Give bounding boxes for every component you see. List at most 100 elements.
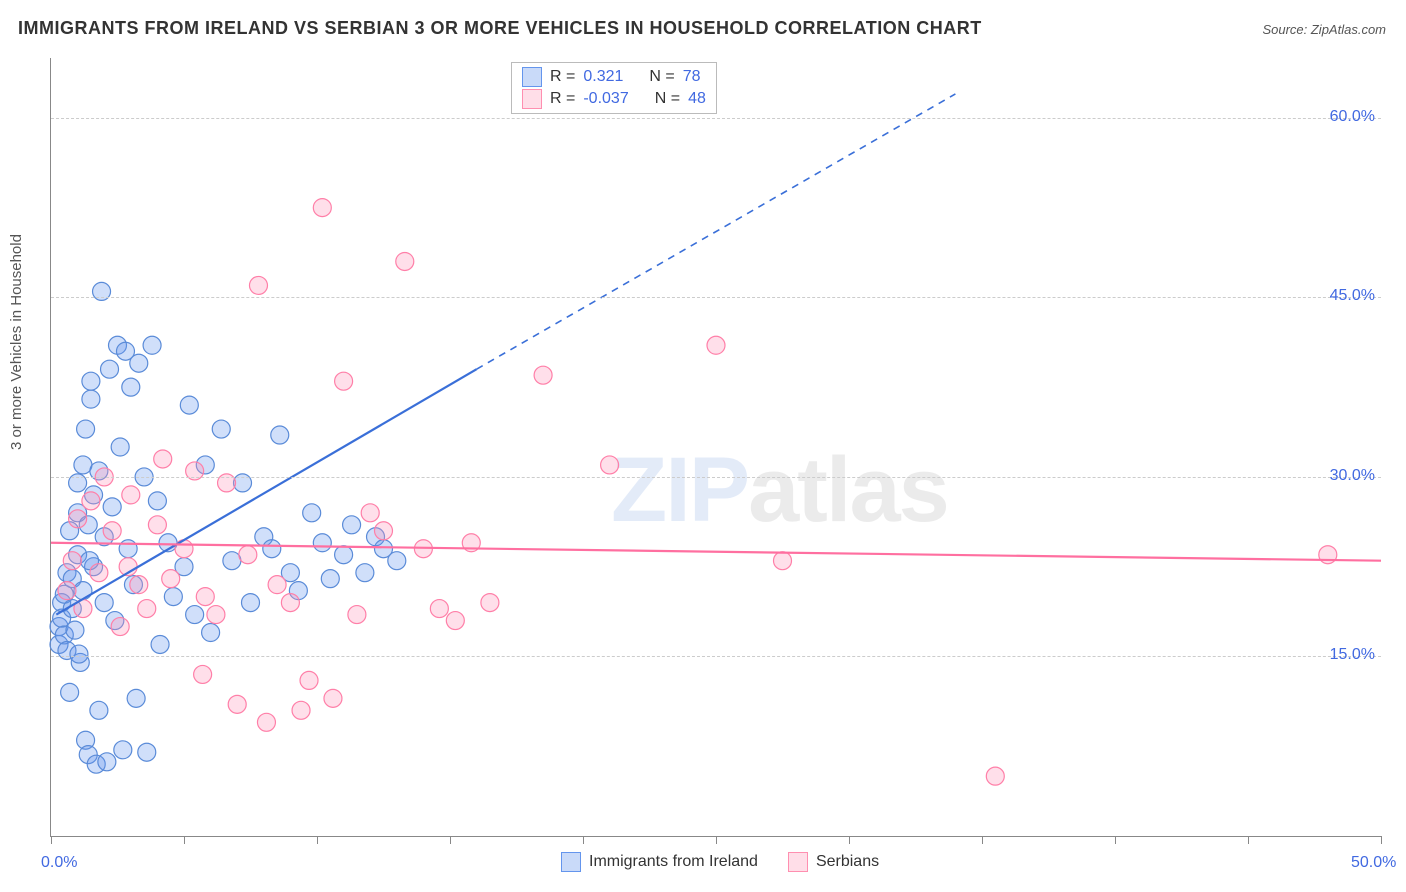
data-point <box>271 426 289 444</box>
data-point <box>303 504 321 522</box>
trendline-ireland <box>56 369 476 614</box>
x-tick-label: 50.0% <box>1351 854 1396 872</box>
data-point <box>164 588 182 606</box>
data-point <box>130 576 148 594</box>
swatch-blue-icon <box>561 852 581 872</box>
data-point <box>95 594 113 612</box>
data-point <box>82 390 100 408</box>
data-point <box>63 552 81 570</box>
data-point <box>122 378 140 396</box>
data-point <box>361 504 379 522</box>
data-point <box>180 396 198 414</box>
data-point <box>103 522 121 540</box>
x-tick <box>1248 836 1249 844</box>
data-point <box>77 420 95 438</box>
data-point <box>601 456 619 474</box>
bottom-legend: Immigrants from Ireland Serbians <box>561 852 879 872</box>
data-point <box>430 600 448 618</box>
data-point <box>122 486 140 504</box>
gridline <box>51 297 1381 298</box>
data-point <box>196 588 214 606</box>
data-point <box>114 741 132 759</box>
data-point <box>986 767 1004 785</box>
legend-label-serbian: Serbians <box>816 853 879 871</box>
data-point <box>98 753 116 771</box>
data-point <box>58 582 76 600</box>
data-point <box>774 552 792 570</box>
gridline <box>51 656 1381 657</box>
y-axis-label: 3 or more Vehicles in Household <box>8 234 25 450</box>
data-point <box>223 552 241 570</box>
data-point <box>69 510 87 528</box>
data-point <box>138 743 156 761</box>
data-point <box>66 621 84 639</box>
data-point <box>186 606 204 624</box>
data-point <box>335 372 353 390</box>
data-point <box>534 366 552 384</box>
data-point <box>148 492 166 510</box>
x-tick <box>184 836 185 844</box>
gridline <box>51 477 1381 478</box>
data-point <box>70 645 88 663</box>
x-tick <box>1115 836 1116 844</box>
data-point <box>207 606 225 624</box>
y-tick-label: 30.0% <box>1330 467 1375 485</box>
data-point <box>257 713 275 731</box>
data-point <box>119 540 137 558</box>
y-tick-label: 45.0% <box>1330 287 1375 305</box>
x-tick <box>450 836 451 844</box>
data-point <box>212 420 230 438</box>
data-point <box>263 540 281 558</box>
data-point <box>151 635 169 653</box>
data-point <box>292 701 310 719</box>
data-point <box>143 336 161 354</box>
data-point <box>90 701 108 719</box>
x-tick <box>716 836 717 844</box>
x-tick <box>1381 836 1382 844</box>
source-attribution: Source: ZipAtlas.com <box>1262 22 1386 37</box>
data-point <box>194 665 212 683</box>
data-point <box>375 522 393 540</box>
legend-item-ireland: Immigrants from Ireland <box>561 852 758 872</box>
data-point <box>242 594 260 612</box>
data-point <box>313 199 331 217</box>
x-tick-label: 0.0% <box>41 854 77 872</box>
data-point <box>388 552 406 570</box>
data-point <box>324 689 342 707</box>
data-point <box>481 594 499 612</box>
data-point <box>101 360 119 378</box>
gridline <box>51 118 1381 119</box>
data-point <box>300 671 318 689</box>
data-point <box>202 624 220 642</box>
swatch-pink-icon <box>788 852 808 872</box>
data-point <box>228 695 246 713</box>
data-point <box>321 570 339 588</box>
data-point <box>90 564 108 582</box>
data-point <box>61 683 79 701</box>
x-tick <box>317 836 318 844</box>
data-point <box>127 689 145 707</box>
legend-label-ireland: Immigrants from Ireland <box>589 853 758 871</box>
data-point <box>74 456 92 474</box>
data-point <box>82 372 100 390</box>
data-point <box>707 336 725 354</box>
trendline-ireland-extrapolate <box>477 94 956 369</box>
x-tick <box>849 836 850 844</box>
x-tick <box>583 836 584 844</box>
data-point <box>154 450 172 468</box>
data-point <box>138 600 156 618</box>
data-point <box>396 252 414 270</box>
x-tick <box>51 836 52 844</box>
y-tick-label: 60.0% <box>1330 108 1375 126</box>
data-point <box>281 594 299 612</box>
data-point <box>249 276 267 294</box>
data-point <box>239 546 257 564</box>
plot-area: ZIPatlas R = 0.321 N = 78 R = -0.037 N =… <box>50 58 1381 837</box>
x-tick <box>982 836 983 844</box>
data-point <box>343 516 361 534</box>
data-point <box>446 612 464 630</box>
y-tick-label: 15.0% <box>1330 646 1375 664</box>
data-point <box>111 438 129 456</box>
data-point <box>82 492 100 510</box>
data-point <box>268 576 286 594</box>
